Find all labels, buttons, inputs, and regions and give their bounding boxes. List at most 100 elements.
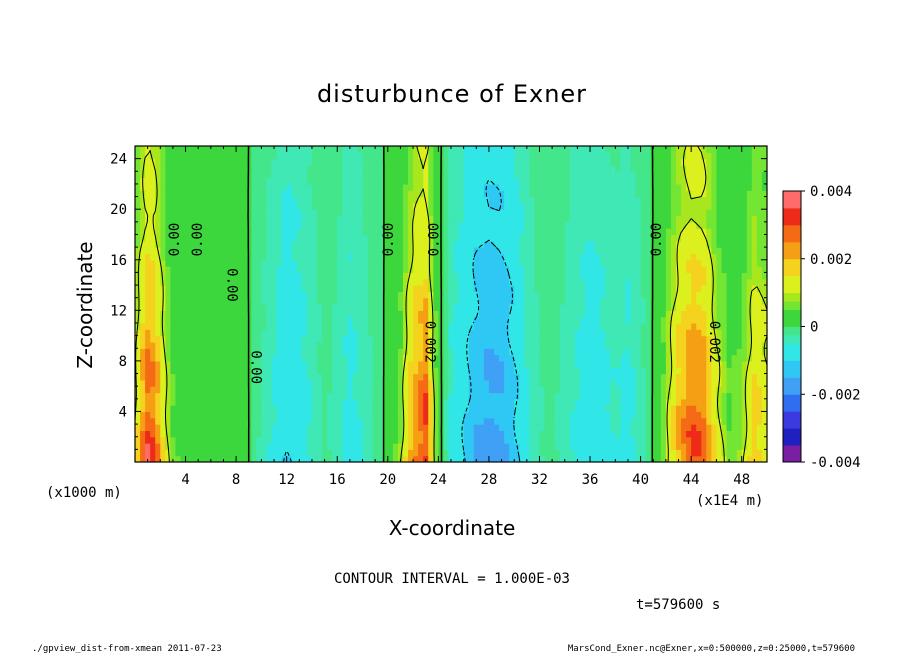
heat-cell [180,209,187,217]
heat-cell [650,329,657,337]
heat-cell [443,392,450,400]
heat-cell [706,209,712,217]
heat-cell [276,266,283,273]
heat-cell [761,285,767,292]
heat-cell [175,430,182,438]
heat-cell [175,278,182,286]
heat-cell [488,253,495,261]
heat-cell [701,367,707,375]
heat-cell [428,449,434,457]
heat-cell [665,411,672,419]
heat-cell [756,348,763,356]
heat-cell [691,348,697,356]
heat-cell [630,234,637,242]
heat-cell [266,266,273,273]
heat-cell [306,310,313,318]
heat-cell [524,285,530,292]
heat-cell [660,417,667,425]
heat-cell [377,411,384,419]
heat-cell [231,285,237,292]
heat-cell [519,386,525,394]
heat-cell [256,360,262,368]
heat-cell [478,455,485,462]
heat-cell [595,272,601,280]
heat-cell [200,234,207,242]
heat-cell [226,266,232,273]
heat-cell [231,266,237,273]
heat-cell [402,455,409,462]
heat-cell [311,411,318,419]
heat-cell [195,240,202,248]
heat-cell [160,240,166,248]
heat-cell [190,341,197,349]
heat-cell [519,285,525,292]
heat-cell [256,335,262,343]
heat-cell [630,253,637,261]
heat-cell [317,417,323,425]
heat-cell [670,259,677,267]
heat-cell [504,354,510,362]
heat-cell [382,259,389,267]
heat-cell [220,329,227,337]
heat-cell [605,411,611,419]
heat-cell [625,322,632,330]
heat-cell [721,354,728,362]
heat-cell [554,240,561,248]
heat-cell [620,405,627,413]
heat-cell [554,354,561,362]
heat-cell [539,367,546,375]
heat-cell [726,386,733,394]
heat-cell [696,405,702,413]
heat-cell [463,253,470,261]
heat-cell [296,278,303,286]
heat-cell [660,341,667,349]
heat-cell [135,240,141,248]
heat-cell [317,291,323,299]
heat-cell [276,316,283,324]
heat-cell [185,285,192,292]
heat-cell [428,316,434,324]
heat-cell [185,360,192,368]
heat-cell [281,209,288,217]
heat-cell [468,411,475,419]
heat-cell [504,436,510,444]
heat-cell [716,341,723,349]
heat-cell [190,285,197,292]
heat-cell [499,247,505,255]
heat-cell [215,215,222,223]
heat-cell [377,215,384,223]
heat-cell [615,348,621,356]
heat-cell [231,373,237,381]
heat-cell [736,240,743,248]
heat-cell [210,247,217,255]
heat-cell [236,341,242,349]
heat-cell [231,335,237,343]
heat-cell [579,398,586,406]
heat-cell [408,272,414,280]
heat-cell [276,329,283,337]
heat-cell [327,398,333,406]
heat-cell [514,322,520,330]
heat-cell [135,221,141,229]
heat-cell [175,392,182,400]
heat-cell [564,386,571,394]
heat-cell [322,449,328,457]
heat-cell [296,379,303,387]
heat-cell [241,386,247,394]
heat-cell [357,304,364,311]
heat-cell [746,335,753,343]
heat-cell [564,240,571,248]
heat-cell [236,386,242,394]
heat-cell [670,272,677,280]
heat-cell [276,272,283,280]
heat-cell [686,322,692,330]
heat-cell [569,335,576,343]
heat-cell [311,354,318,362]
heat-cell [311,430,318,438]
heat-cell [342,329,348,337]
heat-cell [458,304,465,311]
heat-cell [488,228,495,236]
heat-cell [357,436,364,444]
heat-cell [640,329,647,337]
heat-cell [630,322,637,330]
